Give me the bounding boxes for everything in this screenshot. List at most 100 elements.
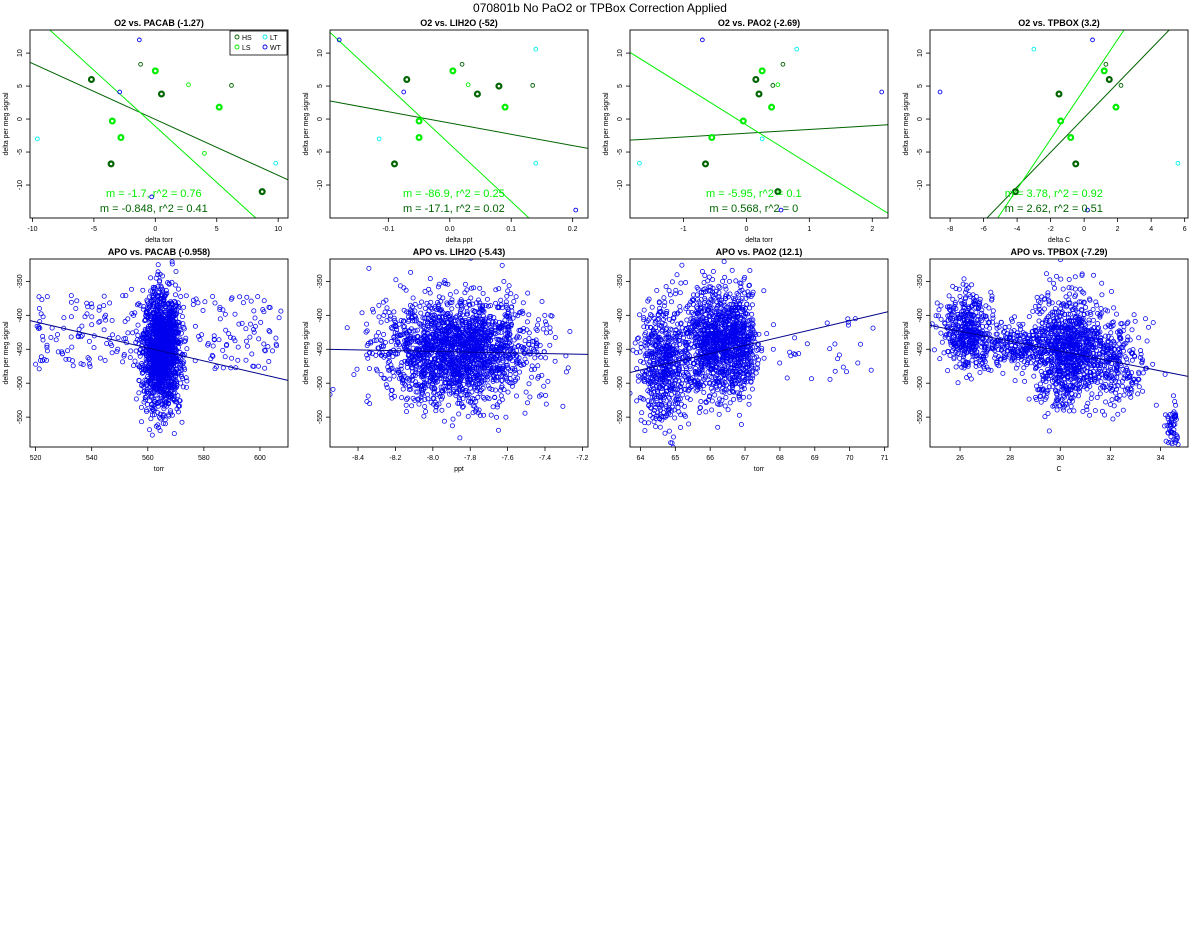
data-point [175,393,181,399]
data-point [393,351,399,357]
data-point [169,366,175,372]
data-point [401,327,407,333]
data-point [449,306,455,312]
data-point [747,268,753,273]
data-point [222,354,228,360]
data-point [162,421,168,427]
data-point [654,288,660,293]
data-point [152,307,158,313]
data-point [468,295,474,301]
data-point [493,287,499,293]
regression-line [330,348,588,355]
plot-area [630,37,888,214]
data-point [157,271,163,277]
y-tick-label: 10 [917,49,924,57]
data-point [141,384,147,390]
data-point [169,259,175,265]
data-point [421,372,427,378]
plot-frame [329,29,589,219]
data-point [44,342,50,348]
data-point [156,326,162,332]
legend-label: HS [242,35,252,42]
data-point [545,378,551,384]
data-point [200,308,206,313]
data-point [96,307,102,313]
data-point [531,338,537,344]
data-point [526,336,532,342]
data-point [448,365,454,371]
y-tick-label: -550 [617,410,624,424]
data-point [470,314,476,320]
data-point [536,317,541,323]
data-point [485,329,491,335]
data-point [388,325,394,331]
data-point [547,329,553,335]
data-point [36,366,42,372]
data-point [753,370,759,376]
data-point [735,390,741,396]
data-point [173,370,179,376]
data-point [485,383,491,389]
data-point [722,403,728,409]
data-point [397,283,403,289]
data-point [103,317,109,323]
data-point [376,302,382,308]
data-point [487,386,493,391]
data-point [482,365,487,370]
data-point [144,310,149,316]
data-point [59,351,65,357]
data-point [484,374,490,380]
data-point [696,410,702,415]
data-point [421,381,427,387]
data-point [165,301,171,307]
data-point [503,299,509,305]
data-point [501,387,507,393]
data-point [243,357,249,363]
data-point [411,360,417,366]
data-point [524,319,530,325]
y-tick-label: -500 [317,376,324,390]
data-point [245,343,250,349]
data-point [503,345,509,351]
x-tick-label: -7.8 [464,455,476,462]
data-point [499,383,505,389]
data-point [489,387,495,392]
x-tick-label: 71 [881,455,889,462]
data-point [637,349,643,355]
data-point [135,322,141,328]
data-point [153,423,159,429]
data-point [535,363,541,369]
data-point-ls [501,103,509,111]
page-title: 070801b No PaO2 or TPBox Correction Appl… [473,1,727,15]
y-tick-label: -450 [17,342,24,356]
data-point [469,333,475,339]
data-point [560,403,566,409]
data-point [426,303,432,309]
data-point [488,327,494,333]
data-point [365,393,371,399]
data-point [642,420,648,426]
data-point [405,341,411,347]
y-tick-label: 5 [17,84,24,88]
data-point [208,356,214,362]
data-point [101,327,107,333]
data-point [697,382,703,388]
data-point [149,432,155,438]
data-point [425,349,431,355]
data-point [498,297,504,303]
data-point [76,326,82,332]
data-point [411,357,417,363]
data-point [484,333,490,339]
data-point [460,396,466,402]
data-point [412,318,418,324]
data-point [410,318,415,324]
data-point [468,377,473,383]
data-point [148,275,154,281]
data-point [442,311,448,317]
data-point [496,427,501,433]
data-point [217,316,223,322]
data-point [634,398,640,404]
data-point [144,389,149,395]
data-point [89,304,95,310]
data-point [176,286,181,292]
